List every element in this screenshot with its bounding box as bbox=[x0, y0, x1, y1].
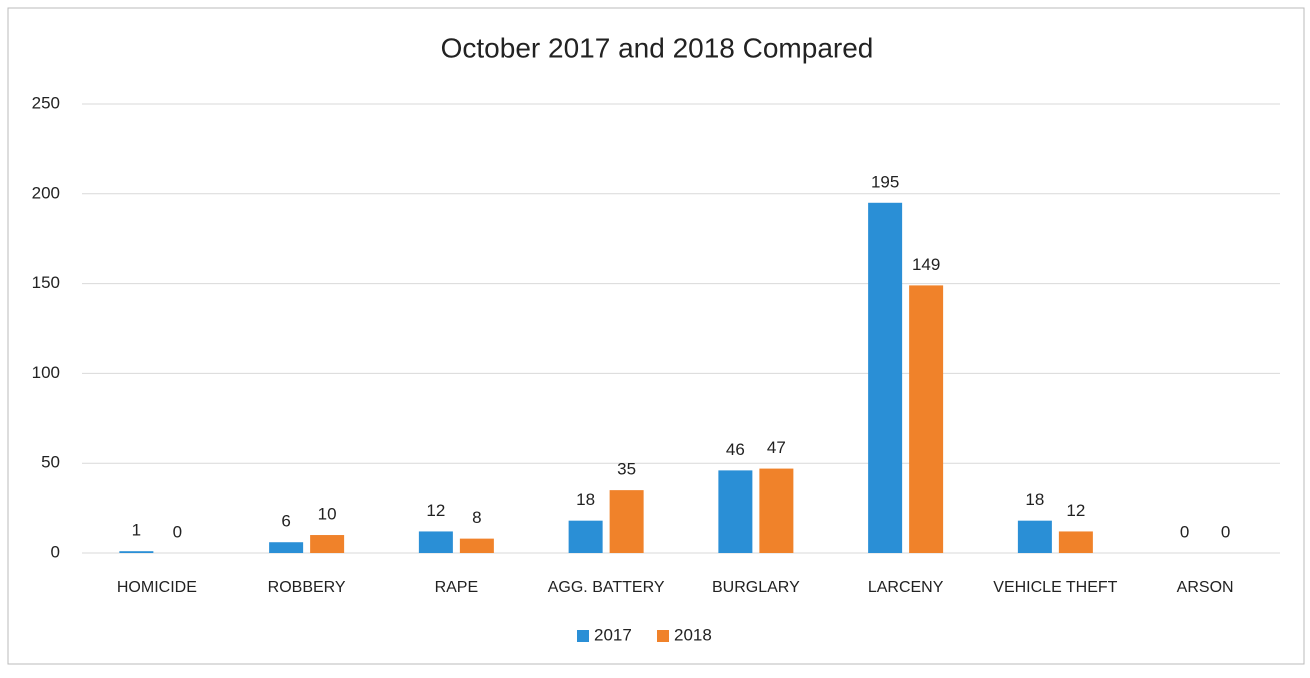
legend-swatch bbox=[657, 630, 669, 642]
x-tick-label: HOMICIDE bbox=[117, 579, 197, 596]
bar bbox=[419, 531, 453, 553]
bar bbox=[569, 521, 603, 553]
y-tick-label: 100 bbox=[32, 363, 60, 382]
bar bbox=[759, 469, 793, 553]
y-tick-label: 50 bbox=[41, 453, 60, 472]
y-tick-label: 250 bbox=[32, 93, 60, 112]
bar bbox=[310, 535, 344, 553]
data-label: 12 bbox=[1066, 501, 1085, 520]
x-tick-label: AGG. BATTERY bbox=[548, 579, 665, 596]
data-label: 0 bbox=[1221, 522, 1230, 541]
bar bbox=[1018, 521, 1052, 553]
data-label: 1 bbox=[132, 521, 141, 540]
data-label: 46 bbox=[726, 440, 745, 459]
data-label: 149 bbox=[912, 255, 940, 274]
data-label: 18 bbox=[1025, 490, 1044, 509]
data-label: 47 bbox=[767, 438, 786, 457]
legend-label: 2018 bbox=[674, 625, 712, 644]
data-label: 12 bbox=[426, 501, 445, 520]
bar bbox=[610, 490, 644, 553]
bar bbox=[718, 470, 752, 553]
bar bbox=[868, 203, 902, 553]
bar bbox=[1059, 531, 1093, 553]
bar bbox=[269, 542, 303, 553]
x-tick-label: VEHICLE THEFT bbox=[993, 579, 1117, 596]
data-label: 0 bbox=[1180, 522, 1189, 541]
bar bbox=[909, 285, 943, 553]
data-label: 195 bbox=[871, 172, 899, 191]
bar bbox=[119, 551, 153, 553]
data-label: 8 bbox=[472, 508, 481, 527]
y-tick-label: 200 bbox=[32, 183, 60, 202]
data-label: 6 bbox=[281, 512, 290, 531]
x-tick-label: LARCENY bbox=[868, 579, 944, 596]
x-tick-label: RAPE bbox=[435, 579, 479, 596]
chart-title: October 2017 and 2018 Compared bbox=[441, 32, 874, 63]
data-label: 35 bbox=[617, 460, 636, 479]
x-tick-label: ARSON bbox=[1177, 579, 1234, 596]
legend-label: 2017 bbox=[594, 625, 632, 644]
y-tick-label: 0 bbox=[51, 542, 60, 561]
x-tick-label: BURGLARY bbox=[712, 579, 800, 596]
data-label: 18 bbox=[576, 490, 595, 509]
bar bbox=[460, 539, 494, 553]
data-label: 10 bbox=[318, 505, 337, 524]
x-tick-label: ROBBERY bbox=[268, 579, 346, 596]
chart-frame bbox=[8, 8, 1304, 664]
y-tick-label: 150 bbox=[32, 273, 60, 292]
data-label: 0 bbox=[173, 522, 182, 541]
legend-swatch bbox=[577, 630, 589, 642]
